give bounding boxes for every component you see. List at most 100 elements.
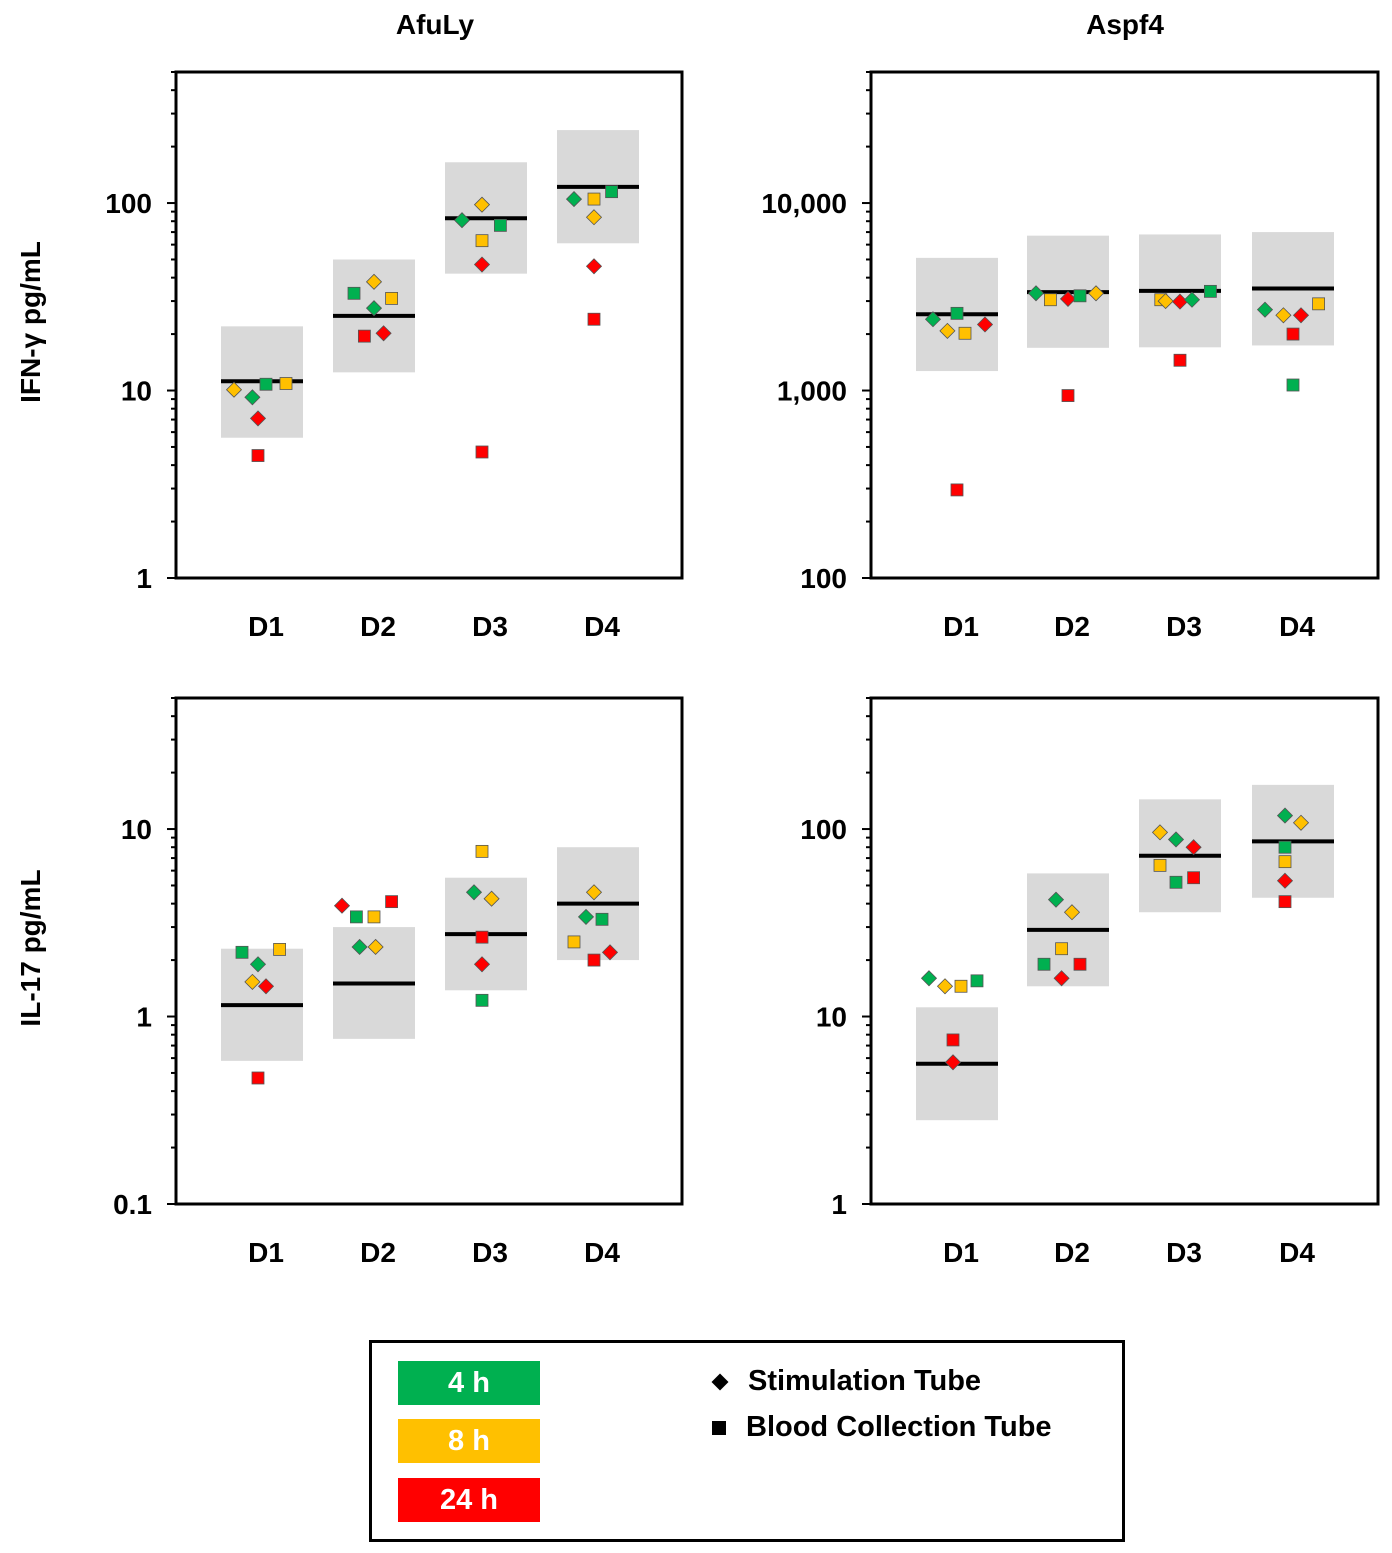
data-point-diamond bbox=[375, 325, 392, 342]
data-point-square bbox=[493, 218, 507, 232]
data-point-diamond bbox=[920, 970, 938, 987]
data-point-diamond bbox=[257, 978, 275, 995]
data-point-diamond bbox=[1276, 872, 1294, 889]
legend-item-blood-collection-tube: Blood Collection Tube bbox=[712, 1411, 1052, 1444]
x-tick-label: D2 bbox=[1054, 611, 1090, 642]
data-point-square bbox=[279, 377, 293, 390]
data-point-square bbox=[1055, 942, 1068, 956]
y-axis-label: IFN-γ pg/mL bbox=[15, 241, 46, 403]
legend-item-stimulation-tube: Stimulation Tube bbox=[711, 1365, 982, 1398]
data-point-diamond bbox=[601, 944, 619, 961]
data-point-diamond bbox=[249, 956, 267, 973]
data-point-square bbox=[1312, 297, 1325, 311]
data-point-diamond bbox=[1185, 839, 1202, 856]
data-point-square bbox=[385, 292, 399, 305]
legend: 4 h 8 h 24 h Stimulation Tube Blood Coll… bbox=[369, 1340, 1125, 1542]
data-point-square bbox=[1204, 284, 1217, 298]
chart-panel-bottom-right: 1 10 100 D1 D2 D3 D4 bbox=[800, 696, 1380, 1268]
x-tick-label: D1 bbox=[943, 611, 979, 642]
data-point-diamond bbox=[1151, 824, 1169, 841]
data-point-square bbox=[950, 306, 964, 320]
data-point-square bbox=[587, 192, 601, 206]
data-point-square bbox=[273, 943, 287, 956]
data-point-diamond bbox=[473, 956, 491, 973]
data-point-square bbox=[235, 945, 249, 959]
chart-panel-bottom-left: IL-17 pg/mL 0.1 1 10 D1 D2 D3 D4 bbox=[15, 696, 684, 1268]
plot-frame bbox=[869, 696, 1380, 1206]
data-point-diamond bbox=[939, 322, 956, 339]
data-point-diamond bbox=[1063, 904, 1081, 921]
data-point-square bbox=[950, 483, 964, 497]
legend-swatch-24h: 24 h bbox=[398, 1478, 540, 1522]
x-tick-label: D1 bbox=[248, 1237, 284, 1268]
data-point-diamond bbox=[333, 897, 351, 914]
data-point-diamond bbox=[585, 209, 603, 226]
data-point-diamond bbox=[1292, 814, 1310, 831]
data-point-square bbox=[1073, 289, 1087, 303]
x-tick-label: D3 bbox=[472, 1237, 508, 1268]
data-point-diamond bbox=[1275, 307, 1292, 324]
x-tick-label: D4 bbox=[584, 1237, 620, 1268]
diamond-icon bbox=[711, 1373, 729, 1390]
data-point-square bbox=[1278, 855, 1292, 869]
data-point-diamond bbox=[483, 890, 500, 907]
data-point-square bbox=[475, 234, 489, 248]
legend-label-stimulation-tube: Stimulation Tube bbox=[748, 1365, 982, 1397]
data-point-square bbox=[1061, 389, 1075, 402]
data-point-square bbox=[595, 912, 609, 926]
y-tick-label: 100 bbox=[105, 188, 152, 219]
data-point-diamond bbox=[351, 938, 368, 956]
data-point-diamond bbox=[585, 258, 603, 275]
data-point-diamond bbox=[473, 196, 491, 213]
data-point-diamond bbox=[465, 884, 483, 901]
panel-title: Aspf4 bbox=[1086, 9, 1164, 40]
data-point-diamond bbox=[1053, 970, 1070, 987]
data-point-square bbox=[1278, 895, 1292, 909]
x-tick-label: D3 bbox=[1166, 611, 1202, 642]
y-tick-label: 10 bbox=[121, 376, 152, 407]
data-point-square bbox=[605, 185, 618, 199]
x-tick-label: D2 bbox=[1054, 1237, 1090, 1268]
data-point-diamond bbox=[453, 212, 471, 229]
y-tick-label: 0.1 bbox=[113, 1189, 152, 1220]
data-point-square bbox=[475, 445, 489, 459]
data-point-diamond bbox=[1292, 307, 1310, 324]
plot-frame bbox=[174, 696, 684, 1206]
data-point-diamond bbox=[924, 311, 942, 328]
y-tick-label: 1,000 bbox=[777, 376, 847, 407]
y-tick-label: 10 bbox=[816, 1002, 847, 1033]
data-point-square bbox=[475, 844, 489, 858]
data-point-diamond bbox=[249, 410, 267, 427]
data-point-square bbox=[567, 935, 581, 949]
data-point-diamond bbox=[365, 300, 383, 317]
data-point-square bbox=[958, 326, 972, 340]
y-tick-label: 1 bbox=[831, 1189, 847, 1220]
data-point-diamond bbox=[1047, 891, 1065, 908]
data-point-diamond bbox=[473, 256, 491, 273]
data-point-diamond bbox=[585, 884, 603, 901]
data-point-diamond bbox=[367, 938, 384, 956]
data-point-square bbox=[1173, 353, 1187, 367]
square-icon bbox=[712, 1420, 726, 1435]
data-point-diamond bbox=[225, 381, 243, 398]
data-point-diamond bbox=[1059, 290, 1077, 307]
data-point-square bbox=[1044, 293, 1057, 307]
data-point-square bbox=[1278, 840, 1292, 854]
data-point-square bbox=[1169, 875, 1183, 889]
x-tick-label: D4 bbox=[1279, 611, 1315, 642]
data-point-square bbox=[259, 377, 273, 391]
data-point-square bbox=[349, 910, 363, 924]
legend-swatch-8h: 8 h bbox=[398, 1419, 540, 1463]
x-tick-label: D4 bbox=[584, 611, 620, 642]
legend-swatch-4h: 4 h bbox=[398, 1361, 540, 1405]
chart-figure: AfuLy IFN-γ pg/mL 1 10 100 D1 D2 D3 D4 Aspf4 100 1,… bbox=[15, 9, 1380, 1268]
data-point-square bbox=[1153, 858, 1167, 872]
data-point-square bbox=[1037, 957, 1051, 971]
x-tick-label: D3 bbox=[1166, 1237, 1202, 1268]
data-point-square bbox=[1187, 871, 1200, 885]
y-tick-label: 100 bbox=[800, 814, 847, 845]
data-point-diamond bbox=[1276, 807, 1294, 824]
data-point-square bbox=[251, 449, 265, 462]
data-point-diamond bbox=[365, 273, 383, 290]
plot-frame bbox=[174, 70, 684, 580]
